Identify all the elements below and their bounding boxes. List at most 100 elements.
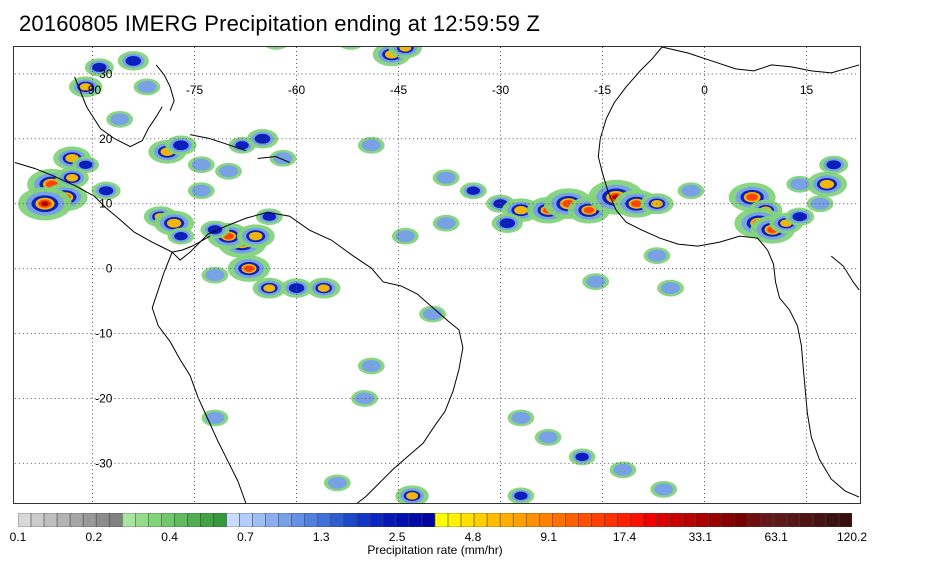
graticule	[14, 47, 860, 503]
precip-cell	[68, 76, 103, 98]
precip-cell	[650, 480, 678, 498]
colorbar-swatch	[708, 513, 722, 527]
precip-cell	[609, 461, 637, 479]
colorbar-swatch	[838, 513, 852, 527]
precip-contour	[218, 165, 239, 178]
precip-contour	[98, 186, 114, 196]
precip-cell	[568, 448, 596, 466]
colorbar-swatch	[447, 513, 462, 527]
colorbar-swatch	[213, 513, 227, 527]
precip-contour	[746, 193, 758, 201]
precip-contour	[399, 47, 412, 52]
colorbar-swatch	[799, 513, 814, 527]
longitude-label: -30	[492, 83, 510, 97]
precip-cell	[507, 409, 535, 427]
precip-cell	[582, 273, 610, 290]
precip-contour	[79, 83, 92, 91]
latitude-label: 10	[99, 197, 113, 211]
precip-contour	[207, 225, 223, 235]
colorbar-swatch	[825, 513, 840, 527]
precip-cell	[395, 485, 429, 503]
colorbar-swatch	[656, 513, 670, 527]
graticule-labels: -90 -75 -60 -45 -30 -15 0 15 30 20 10 0 -10 -20 -30	[84, 67, 814, 470]
colorbar-swatch	[812, 513, 827, 527]
precip-cell	[201, 266, 229, 284]
precip-cell	[187, 182, 215, 200]
precip-cell	[201, 409, 229, 427]
precip-contour	[654, 483, 674, 496]
colorbar-swatch	[539, 513, 553, 527]
precip-contour	[790, 178, 810, 191]
precip-cell	[507, 487, 535, 503]
colorbar-swatch	[43, 513, 58, 527]
coastline-south-america-west	[151, 251, 247, 503]
colorbar-swatch	[669, 513, 683, 527]
colorbar-swatch	[30, 513, 45, 527]
precip-cell	[236, 224, 275, 249]
precip-cell	[266, 47, 287, 50]
precip-cell	[117, 51, 149, 71]
colorbar-tick-label: 0.2	[85, 530, 103, 544]
colorbar-swatch	[395, 513, 410, 527]
coastline-gulf	[74, 76, 163, 148]
precipitation-layer	[18, 47, 849, 503]
precip-cell	[91, 181, 121, 200]
precipitation-map: -90 -75 -60 -45 -30 -15 0 15 30 20 10 0 -10 -20 -30	[13, 46, 861, 504]
colorbar-swatch	[591, 513, 605, 527]
precip-cell	[391, 227, 419, 245]
precip-cell	[306, 277, 341, 299]
coastline-cuba	[189, 134, 246, 152]
colorbar-swatch	[382, 513, 397, 527]
colorbar-swatch	[695, 513, 709, 527]
precip-contour	[361, 139, 381, 152]
precip-contour	[66, 174, 79, 182]
precip-cell	[643, 247, 671, 265]
precip-contour	[499, 218, 516, 229]
colorbar-swatch	[187, 513, 201, 527]
colorbar-swatch	[200, 513, 214, 527]
colorbar-swatch	[56, 513, 71, 527]
colorbar-swatch	[174, 513, 188, 527]
map-title: 20160805 IMERG Precipitation ending at 1…	[19, 11, 541, 36]
latitude-label: 30	[99, 67, 113, 81]
colorbar-swatch	[630, 513, 644, 527]
precip-contour	[266, 47, 287, 50]
precip-cell	[252, 277, 287, 299]
precip-contour	[205, 269, 225, 282]
precip-cell	[255, 208, 283, 226]
longitude-label: 0	[701, 83, 708, 97]
colorbar-tick-label: 33.1	[688, 530, 713, 544]
colorbar-swatch	[786, 513, 801, 527]
colorbar-swatch	[291, 513, 305, 527]
precip-contour	[317, 284, 330, 292]
colorbar-swatch	[95, 513, 110, 527]
longitude-label: -90	[84, 83, 102, 97]
colorbar-swatch	[135, 513, 149, 527]
precip-cell	[227, 255, 271, 282]
colorbar-tick-label: 2.5	[388, 530, 406, 544]
colorbar-swatch	[408, 513, 423, 527]
precip-contour	[288, 283, 305, 293]
colorbar-swatch	[18, 513, 32, 527]
colorbar-tick-label: 0.1	[9, 530, 27, 544]
longitude-label: -75	[186, 83, 204, 97]
precip-contour	[79, 160, 93, 169]
precip-contour	[514, 491, 528, 501]
precip-cell	[340, 47, 361, 50]
colorbar-swatch	[734, 513, 748, 527]
precip-cell	[84, 58, 114, 77]
latitude-label: -10	[95, 327, 113, 341]
coastline-africa-east	[830, 255, 860, 291]
precip-contour	[511, 411, 531, 424]
colorbar-swatch	[773, 513, 788, 527]
precip-cell	[18, 186, 72, 221]
colorbar-swatch	[617, 513, 631, 527]
precip-contour	[395, 230, 415, 243]
colorbar-label: Precipitation rate (mm/hr)	[367, 543, 503, 557]
colorbar-swatch	[148, 513, 162, 527]
longitude-label: -15	[594, 83, 612, 97]
precip-contour	[647, 249, 667, 262]
colorbar-swatch	[369, 513, 384, 527]
colorbar-swatch	[512, 513, 527, 527]
colorbar-swatch	[473, 513, 488, 527]
